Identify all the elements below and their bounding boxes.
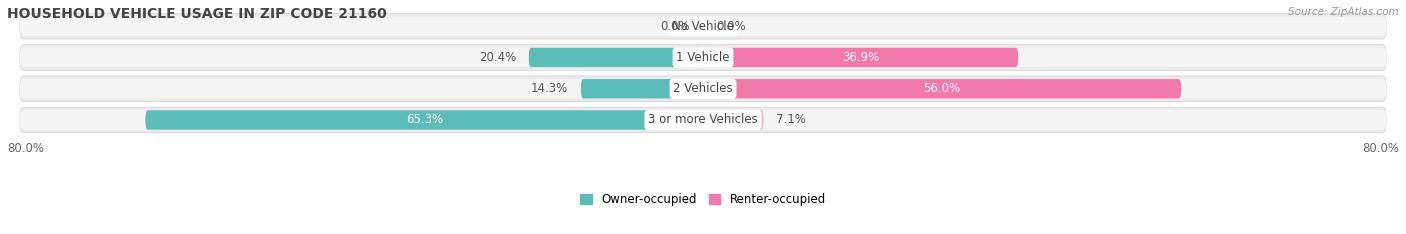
Text: 7.1%: 7.1% — [776, 113, 806, 127]
FancyBboxPatch shape — [20, 107, 1386, 133]
Text: 3 or more Vehicles: 3 or more Vehicles — [648, 113, 758, 127]
FancyBboxPatch shape — [20, 45, 1386, 70]
Text: No Vehicle: No Vehicle — [672, 20, 734, 33]
FancyBboxPatch shape — [703, 110, 763, 130]
Legend: Owner-occupied, Renter-occupied: Owner-occupied, Renter-occupied — [575, 188, 831, 211]
Text: HOUSEHOLD VEHICLE USAGE IN ZIP CODE 21160: HOUSEHOLD VEHICLE USAGE IN ZIP CODE 2116… — [7, 7, 387, 21]
Text: 20.4%: 20.4% — [478, 51, 516, 64]
Text: 65.3%: 65.3% — [405, 113, 443, 127]
FancyBboxPatch shape — [20, 110, 1386, 130]
FancyBboxPatch shape — [20, 17, 1386, 36]
FancyBboxPatch shape — [20, 76, 1386, 102]
FancyBboxPatch shape — [20, 13, 1386, 39]
Text: Source: ZipAtlas.com: Source: ZipAtlas.com — [1288, 7, 1399, 17]
Text: 80.0%: 80.0% — [1362, 143, 1399, 156]
FancyBboxPatch shape — [581, 79, 703, 99]
Text: 0.0%: 0.0% — [661, 20, 690, 33]
FancyBboxPatch shape — [20, 79, 1386, 99]
Text: 0.0%: 0.0% — [716, 20, 745, 33]
Text: 2 Vehicles: 2 Vehicles — [673, 82, 733, 95]
FancyBboxPatch shape — [145, 110, 703, 130]
Text: 14.3%: 14.3% — [531, 82, 568, 95]
Text: 80.0%: 80.0% — [7, 143, 44, 156]
Text: 36.9%: 36.9% — [842, 51, 879, 64]
FancyBboxPatch shape — [20, 48, 1386, 67]
FancyBboxPatch shape — [703, 79, 1181, 99]
Text: 56.0%: 56.0% — [924, 82, 960, 95]
Text: 1 Vehicle: 1 Vehicle — [676, 51, 730, 64]
FancyBboxPatch shape — [529, 48, 703, 67]
FancyBboxPatch shape — [703, 48, 1018, 67]
